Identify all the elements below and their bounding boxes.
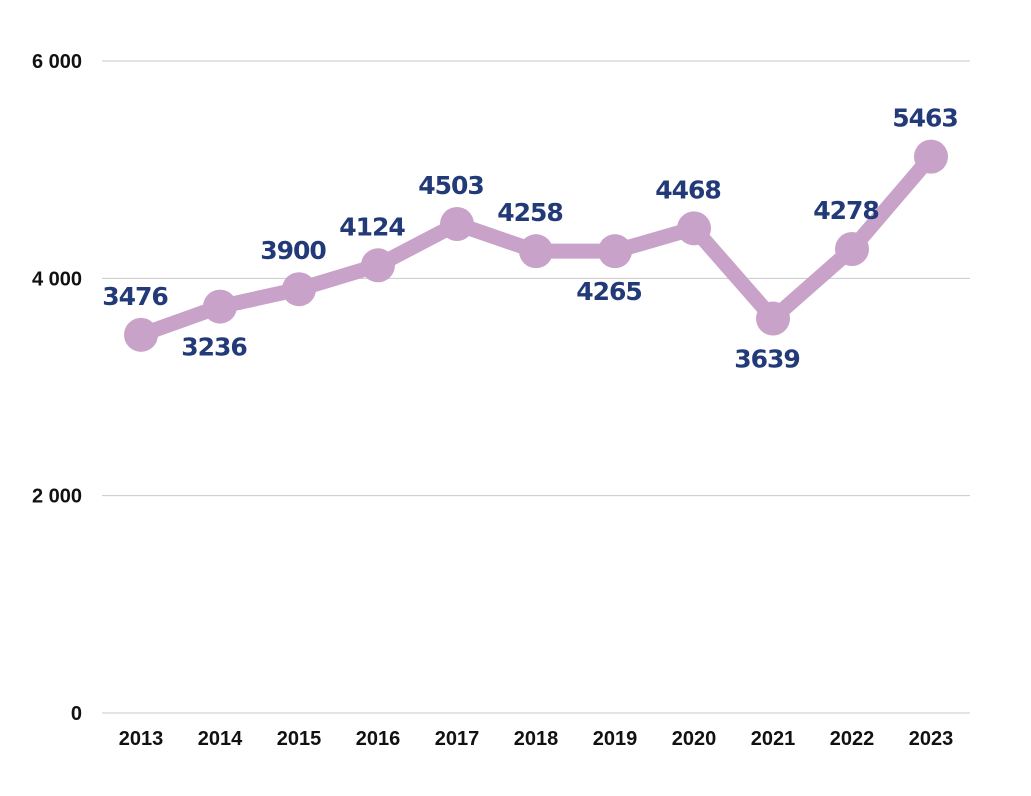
- data-label-2018: 4258: [497, 198, 563, 227]
- x-axis-ticks: 2013 2014 2015 2016 2017 2018 2019 2020 2021 2022…: [119, 728, 954, 750]
- data-point-2015: [282, 272, 316, 307]
- data-label-2021: 3639: [734, 345, 800, 374]
- x-tick-label: 2016: [356, 728, 401, 750]
- data-label-2020: 4468: [655, 175, 721, 204]
- data-point-2021: [756, 301, 790, 336]
- data-point-2017: [440, 207, 474, 241]
- data-point-2018: [519, 234, 553, 269]
- x-tick-label: 2017: [435, 728, 480, 750]
- y-axis-ticks: 0 2 000 4 000 6 000: [32, 51, 82, 725]
- data-labels: 3476 3236 3900 4124 4503 4258 4265 4468 3639 4278…: [102, 104, 959, 374]
- data-label-2022: 4278: [813, 196, 879, 225]
- x-tick-label: 2020: [672, 728, 717, 750]
- gridlines: [102, 60, 970, 714]
- x-tick-label: 2013: [119, 728, 164, 750]
- x-tick-label: 2018: [514, 728, 559, 750]
- data-point-2013: [124, 317, 158, 352]
- x-tick-label: 2015: [277, 728, 322, 750]
- y-tick-label: 0: [71, 703, 82, 725]
- series: [124, 139, 948, 352]
- y-tick-label: 2 000: [32, 486, 82, 508]
- data-label-2019: 4265: [576, 277, 642, 306]
- x-tick-label: 2021: [751, 728, 796, 750]
- data-point-2020: [677, 211, 711, 246]
- data-label-2014: 3236: [181, 333, 247, 362]
- data-label-2013: 3476: [102, 282, 168, 311]
- data-point-2022: [835, 231, 869, 266]
- x-tick-label: 2022: [830, 728, 875, 750]
- data-label-2016: 4124: [339, 212, 405, 241]
- y-tick-label: 6 000: [32, 51, 82, 73]
- data-point-2016: [361, 248, 395, 283]
- x-tick-label: 2023: [909, 728, 954, 750]
- data-label-2023: 5463: [892, 104, 958, 133]
- data-point-2023: [914, 139, 948, 174]
- data-label-2017: 4503: [418, 171, 484, 200]
- data-label-2015: 3900: [260, 236, 326, 265]
- x-tick-label: 2014: [198, 728, 243, 750]
- x-tick-label: 2019: [593, 728, 638, 750]
- y-tick-label: 4 000: [32, 268, 82, 290]
- data-point-2019: [598, 234, 632, 269]
- data-point-2014: [203, 289, 237, 324]
